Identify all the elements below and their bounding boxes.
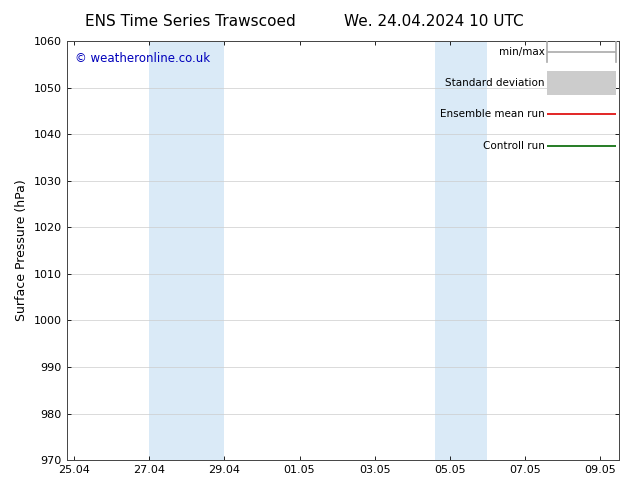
Text: Controll run: Controll run [482,141,545,151]
Bar [149,41,224,460]
Text: We. 24.04.2024 10 UTC: We. 24.04.2024 10 UTC [344,14,524,29]
Text: Ensemble mean run: Ensemble mean run [439,109,545,120]
Text: ENS Time Series Trawscoed: ENS Time Series Trawscoed [85,14,295,29]
Text: Standard deviation: Standard deviation [445,78,545,88]
Text: © weatheronline.co.uk: © weatheronline.co.uk [75,51,210,65]
Y-axis label: Surface Pressure (hPa): Surface Pressure (hPa) [15,180,28,321]
Bar [547,71,616,95]
Bar [435,41,488,460]
Text: min/max: min/max [498,47,545,56]
